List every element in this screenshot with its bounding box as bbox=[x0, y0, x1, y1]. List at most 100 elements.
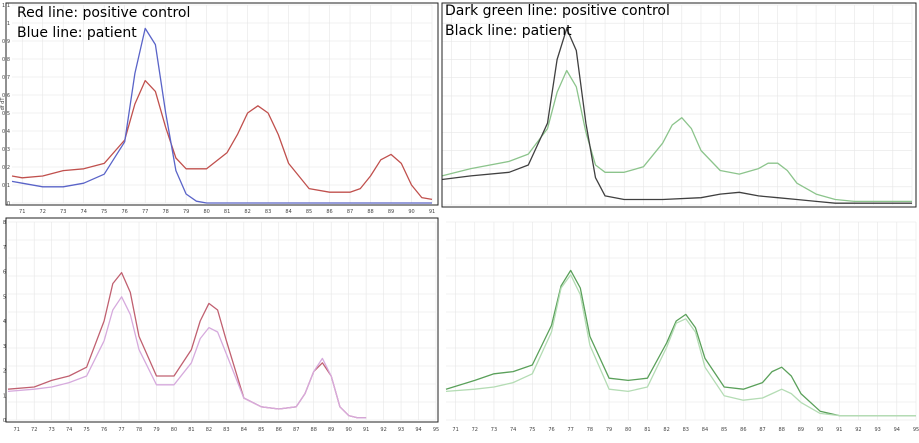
panel-4: 71 72 73 74 75 76 77 78 79 80 81 82 83 84 85 86 87 88 89 90… bbox=[440, 218, 919, 433]
x-tick-label: 82 bbox=[206, 427, 212, 433]
x-tick-label: 78 bbox=[136, 427, 142, 433]
panel2-legend-line1: Dark green line: positive control bbox=[445, 3, 670, 19]
x-tick-label: 78 bbox=[587, 427, 593, 433]
x-tick-label: 95 bbox=[433, 427, 439, 433]
x-tick-label: 80 bbox=[625, 427, 631, 433]
x-tick-label: 85 bbox=[721, 427, 727, 433]
x-tick-label: 79 bbox=[153, 427, 159, 433]
y-tick-label: 1 bbox=[7, 21, 10, 27]
panel-4-background bbox=[440, 218, 918, 422]
x-tick-label: 86 bbox=[276, 427, 282, 433]
x-tick-label: 92 bbox=[855, 427, 861, 433]
y-tick-label: 8 bbox=[3, 220, 6, 226]
panel-2-frame bbox=[441, 2, 917, 208]
x-tick-label: 76 bbox=[121, 209, 127, 215]
panel-1: 71 72 73 74 75 76 77 78 79 80 81 82 83 84 85 86 87 88 89 90… bbox=[0, 2, 439, 215]
y-tick-label: 0.1 bbox=[2, 183, 10, 189]
x-tick-label: 73 bbox=[48, 427, 54, 433]
panel-2-background bbox=[442, 3, 916, 207]
x-tick-label: 86 bbox=[740, 427, 746, 433]
x-tick-label: 87 bbox=[759, 427, 765, 433]
x-tick-label: 84 bbox=[702, 427, 708, 433]
series-line-2 bbox=[7, 296, 367, 419]
x-tick-label: 72 bbox=[472, 427, 478, 433]
x-tick-label: 85 bbox=[306, 209, 312, 215]
x-tick-label: 73 bbox=[60, 209, 66, 215]
x-tick-label: 74 bbox=[510, 427, 516, 433]
x-tick-label: 80 bbox=[203, 209, 209, 215]
x-tick-label: 75 bbox=[529, 427, 535, 433]
x-tick-label: 90 bbox=[408, 209, 414, 215]
y-tick-label: 4 bbox=[3, 319, 6, 325]
x-tick-label: 88 bbox=[311, 427, 317, 433]
y-tick-label: 0.4 bbox=[2, 129, 10, 135]
series-line-2 bbox=[445, 274, 916, 417]
x-tick-label: 73 bbox=[491, 427, 497, 433]
y-tick-label: 2 bbox=[3, 369, 6, 375]
panel-1-frame bbox=[5, 2, 439, 206]
x-tick-label: 80 bbox=[171, 427, 177, 433]
y-tick-label: 0.2 bbox=[2, 165, 10, 171]
series-line-1 bbox=[7, 271, 367, 419]
x-tick-label: 81 bbox=[224, 209, 230, 215]
x-tick-label: 87 bbox=[293, 427, 299, 433]
x-tick-label: 71 bbox=[14, 427, 20, 433]
series-line-2 bbox=[441, 27, 912, 204]
x-tick-label: 83 bbox=[265, 209, 271, 215]
panel-1-background bbox=[6, 3, 438, 205]
x-tick-label: 71 bbox=[452, 427, 458, 433]
panel1-legend: Red line: positive control Blue line: pa… bbox=[17, 3, 190, 43]
x-tick-label: 81 bbox=[188, 427, 194, 433]
x-tick-label: 89 bbox=[388, 209, 394, 215]
x-tick-label: 72 bbox=[31, 427, 37, 433]
x-tick-label: 74 bbox=[81, 209, 87, 215]
x-tick-label: 76 bbox=[101, 427, 107, 433]
y-tick-label: 3 bbox=[3, 344, 6, 350]
x-tick-label: 89 bbox=[798, 427, 804, 433]
x-tick-label: 75 bbox=[101, 209, 107, 215]
x-tick-label: 77 bbox=[118, 427, 124, 433]
y-tick-label: 0 bbox=[3, 418, 6, 424]
x-tick-label: 74 bbox=[66, 427, 72, 433]
x-tick-label: 91 bbox=[363, 427, 369, 433]
panel1-legend-line2: Blue line: patient bbox=[17, 25, 137, 41]
x-tick-label: 79 bbox=[183, 209, 189, 215]
x-tick-label: 82 bbox=[244, 209, 250, 215]
x-tick-label: 72 bbox=[40, 209, 46, 215]
x-tick-label: 93 bbox=[874, 427, 880, 433]
x-tick-label: 84 bbox=[285, 209, 291, 215]
y-tick-label: 0.7 bbox=[2, 75, 10, 81]
x-tick-label: 77 bbox=[142, 209, 148, 215]
x-tick-label: 91 bbox=[836, 427, 842, 433]
x-tick-label: 76 bbox=[548, 427, 554, 433]
x-tick-label: 82 bbox=[663, 427, 669, 433]
x-tick-label: 77 bbox=[568, 427, 574, 433]
x-tick-label: 95 bbox=[913, 427, 919, 433]
y-tick-label: 0.8 bbox=[2, 57, 10, 63]
x-tick-label: 75 bbox=[83, 427, 89, 433]
panel2-legend-line2: Black line: patient bbox=[445, 23, 572, 39]
panel-2 bbox=[441, 2, 917, 208]
x-tick-label: 85 bbox=[258, 427, 264, 433]
x-tick-label: 83 bbox=[683, 427, 689, 433]
x-tick-label: 89 bbox=[328, 427, 334, 433]
x-tick-label: 78 bbox=[162, 209, 168, 215]
y-tick-label: 0.3 bbox=[2, 147, 10, 153]
y-tick-label: 0.6 bbox=[2, 93, 10, 99]
x-tick-label: 93 bbox=[398, 427, 404, 433]
y-tick-label: 5 bbox=[3, 294, 6, 300]
panel1-legend-line1: Red line: positive control bbox=[17, 5, 191, 21]
x-tick-label: 94 bbox=[415, 427, 421, 433]
series-line-1 bbox=[441, 69, 912, 203]
panel2-legend: Dark green line: positive control Black … bbox=[445, 1, 670, 41]
y-tick-label: 0.9 bbox=[2, 39, 10, 45]
x-tick-label: 90 bbox=[817, 427, 823, 433]
x-tick-label: 90 bbox=[345, 427, 351, 433]
y-tick-label: 0.5 bbox=[2, 111, 10, 117]
series-line-1 bbox=[445, 269, 916, 417]
x-tick-label: 91 bbox=[429, 209, 435, 215]
y-tick-label: 1 bbox=[3, 393, 6, 399]
panel-3-background bbox=[6, 218, 438, 422]
x-tick-label: 84 bbox=[241, 427, 247, 433]
